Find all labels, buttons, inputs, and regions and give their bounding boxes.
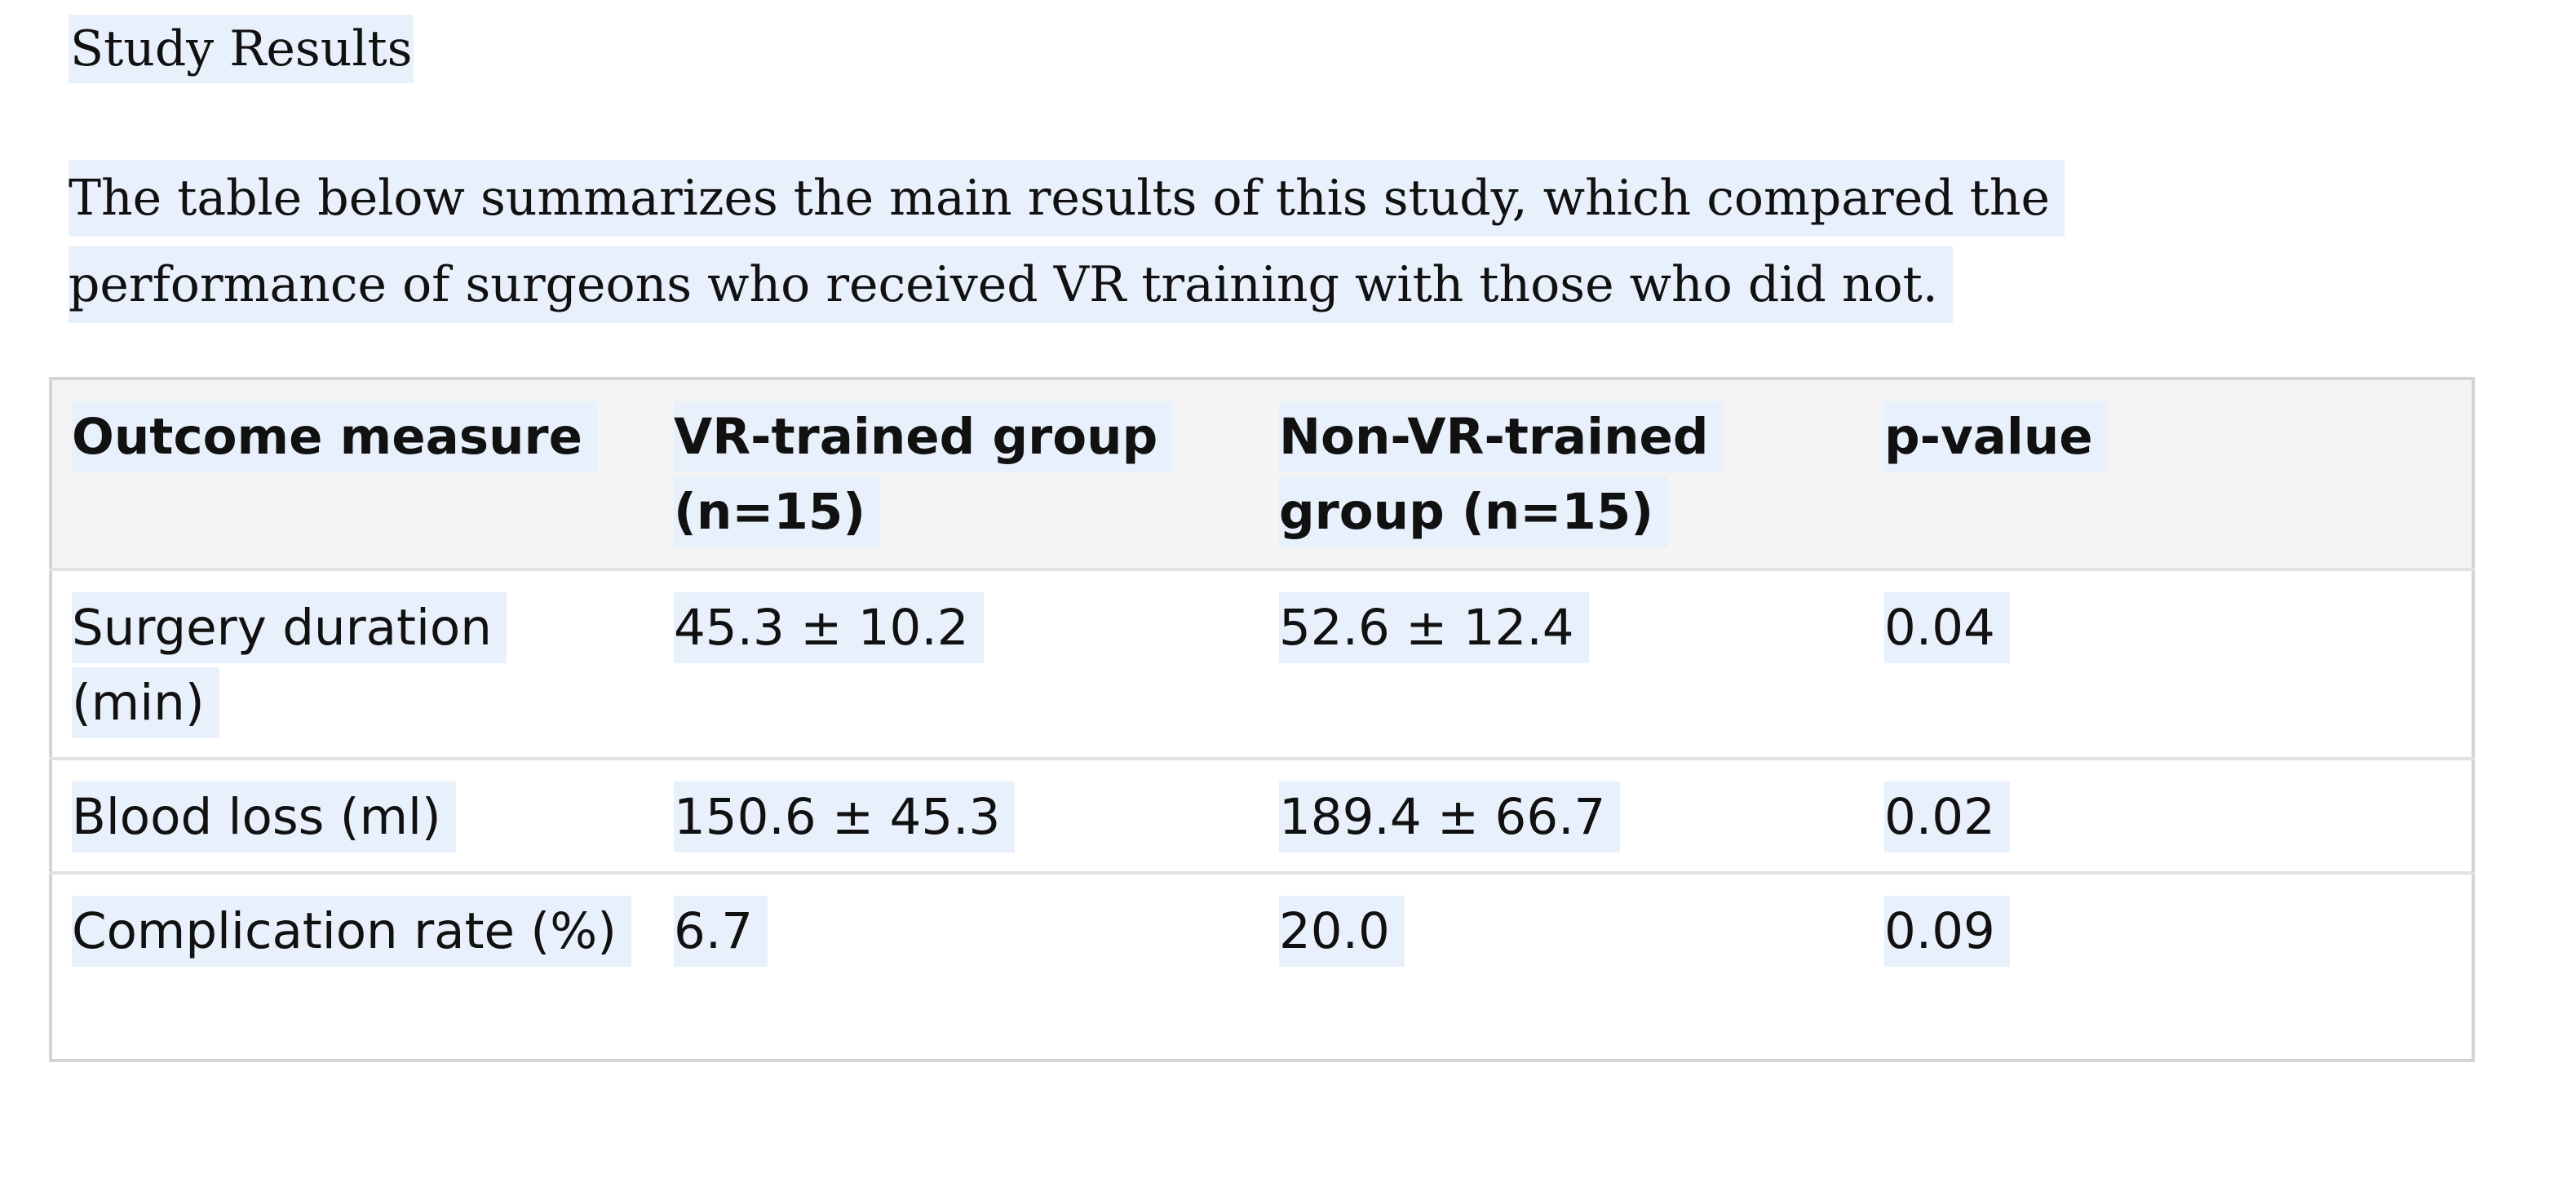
cell-non-vr-trained: 20.0 — [1259, 873, 1865, 1061]
intro-paragraph-line-2: performance of surgeons who received VR … — [69, 246, 1953, 323]
page-title: Study Results — [69, 15, 414, 83]
cell-outcome-measure: Complication rate (%) — [51, 873, 654, 1061]
table-row: Surgery duration (min) 45.3 ± 10.2 52.6 … — [51, 569, 2473, 760]
cell-p-value: 0.04 — [1865, 569, 2473, 760]
header-p-value: p-value — [1865, 379, 2473, 571]
table-row: Complication rate (%) 6.7 20.0 0.09 — [51, 873, 2473, 1061]
cell-outcome-measure: Surgery duration (min) — [51, 569, 654, 760]
cell-outcome-measure: Blood loss (ml) — [51, 759, 654, 875]
cell-non-vr-trained: 189.4 ± 66.7 — [1259, 759, 1865, 875]
cell-p-value: 0.02 — [1865, 759, 2473, 875]
cell-vr-trained: 45.3 ± 10.2 — [654, 569, 1259, 760]
header-vr-trained-group: VR-trained group (n=15) — [654, 379, 1259, 571]
header-outcome-measure: Outcome measure — [51, 379, 654, 571]
cell-p-value: 0.09 — [1865, 873, 2473, 1061]
results-table: Outcome measure VR-trained group (n=15) … — [49, 377, 2475, 1062]
intro-paragraph: The table below summarizes the main resu… — [69, 155, 2206, 328]
cell-vr-trained: 6.7 — [654, 873, 1259, 1061]
table-header-row: Outcome measure VR-trained group (n=15) … — [51, 379, 2473, 571]
intro-paragraph-line-1: The table below summarizes the main resu… — [69, 160, 2065, 237]
cell-non-vr-trained: 52.6 ± 12.4 — [1259, 569, 1865, 760]
cell-vr-trained: 150.6 ± 45.3 — [654, 759, 1259, 875]
header-non-vr-trained-group: Non-VR-trained group (n=15) — [1259, 379, 1865, 571]
table-row: Blood loss (ml) 150.6 ± 45.3 189.4 ± 66.… — [51, 759, 2473, 875]
